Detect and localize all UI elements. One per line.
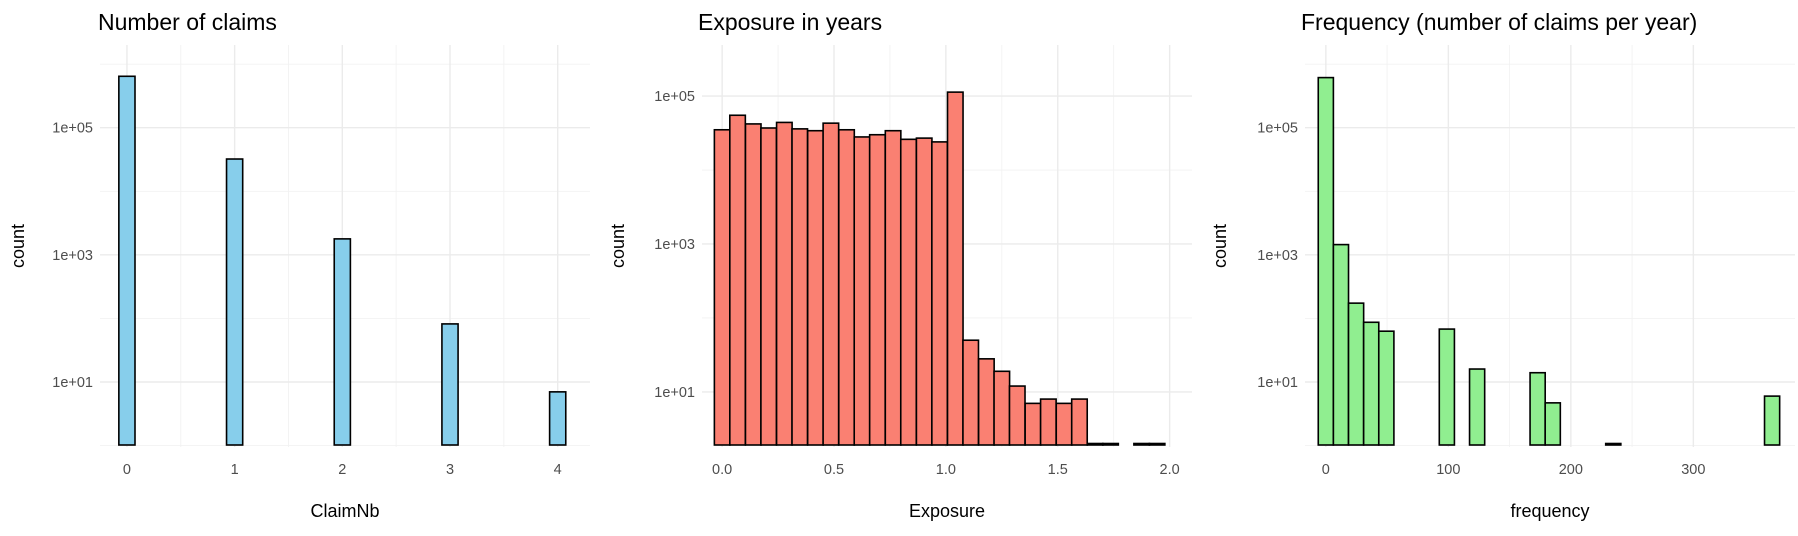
x-tick-label: 0 [123, 462, 131, 478]
bar [837, 128, 856, 446]
x-tick-label: 1 [231, 462, 239, 478]
x-tick-label: 1.0 [936, 462, 956, 478]
bar [744, 123, 762, 446]
bar [1763, 395, 1781, 446]
bar [791, 128, 809, 446]
x-axis-title: Exposure [909, 501, 985, 521]
y-tick-label: 1e+03 [654, 237, 695, 253]
chart-title: Number of claims [98, 9, 277, 35]
bar [1101, 442, 1120, 446]
bar [946, 91, 964, 446]
bar [931, 141, 949, 446]
x-tick-label: 3 [446, 462, 454, 478]
bar [884, 129, 902, 446]
bar [1544, 402, 1562, 446]
bar [1468, 368, 1486, 446]
bar [822, 122, 840, 446]
bar [1377, 330, 1395, 446]
bar [899, 138, 918, 446]
bar [1438, 328, 1456, 446]
x-axis-title: ClaimNb [310, 501, 379, 521]
x-tick-label: 0.0 [712, 462, 732, 478]
bar [1332, 243, 1350, 446]
bar [1604, 442, 1622, 446]
bar [713, 128, 731, 446]
bar [1317, 76, 1335, 446]
bar [1008, 385, 1026, 446]
x-tick-label: 200 [1559, 462, 1583, 478]
bar [548, 391, 567, 446]
y-axis-title: count [8, 224, 28, 268]
y-tick-label: 1e+01 [52, 375, 93, 391]
bar [729, 114, 747, 446]
bar [760, 127, 778, 446]
x-axis-title: frequency [1510, 501, 1589, 521]
x-tick-label: 0.5 [824, 462, 844, 478]
x-tick-label: 1.5 [1048, 462, 1068, 478]
bar [977, 358, 995, 446]
bar [118, 75, 136, 446]
bar [1070, 398, 1089, 446]
bar [915, 137, 933, 446]
bar [441, 323, 459, 446]
y-axis-title: count [1210, 224, 1230, 268]
bar [1362, 321, 1380, 446]
chart-title: Exposure in years [698, 9, 882, 35]
panel-3: 1e+01 1e+03 1e+05 0 100 200 300 frequency count F… [1210, 9, 1795, 521]
bar [1529, 371, 1546, 446]
x-tick-label: 0 [1322, 462, 1330, 478]
bar [1347, 302, 1365, 446]
y-tick-label: 1e+05 [654, 89, 695, 105]
bar [1055, 402, 1073, 446]
y-tick-label: 1e+05 [52, 121, 93, 137]
bar [868, 133, 886, 446]
bar [1024, 402, 1042, 446]
bar [806, 129, 825, 446]
y-tick-label: 1e+05 [1257, 121, 1298, 137]
x-tick-label: 4 [554, 462, 562, 478]
x-tick-label: 100 [1436, 462, 1460, 478]
bar [993, 370, 1011, 446]
x-tick-label: 2 [338, 462, 346, 478]
y-tick-label: 1e+01 [654, 385, 695, 401]
panel-2: 1e+01 1e+03 1e+05 0.0 0.5 1.0 1.5 2.0 Exposure co… [608, 9, 1192, 521]
bar [962, 339, 980, 446]
x-tick-label: 2.0 [1160, 462, 1180, 478]
bar [1086, 442, 1104, 446]
y-axis-title: count [608, 224, 628, 268]
y-tick-label: 1e+03 [1257, 248, 1298, 264]
bar [853, 136, 871, 446]
y-tick-label: 1e+01 [1257, 375, 1298, 391]
bar [333, 238, 352, 446]
bar [225, 158, 244, 446]
y-tick-label: 1e+03 [52, 248, 93, 264]
bar [1039, 398, 1057, 446]
chart-title: Frequency (number of claims per year) [1301, 9, 1697, 35]
bar [1148, 442, 1166, 446]
bar [1133, 442, 1151, 446]
panel-1: 1e+01 1e+03 1e+05 0 1 2 3 4 ClaimNb count Number o… [8, 9, 590, 521]
x-tick-label: 300 [1681, 462, 1705, 478]
bar [775, 121, 793, 446]
